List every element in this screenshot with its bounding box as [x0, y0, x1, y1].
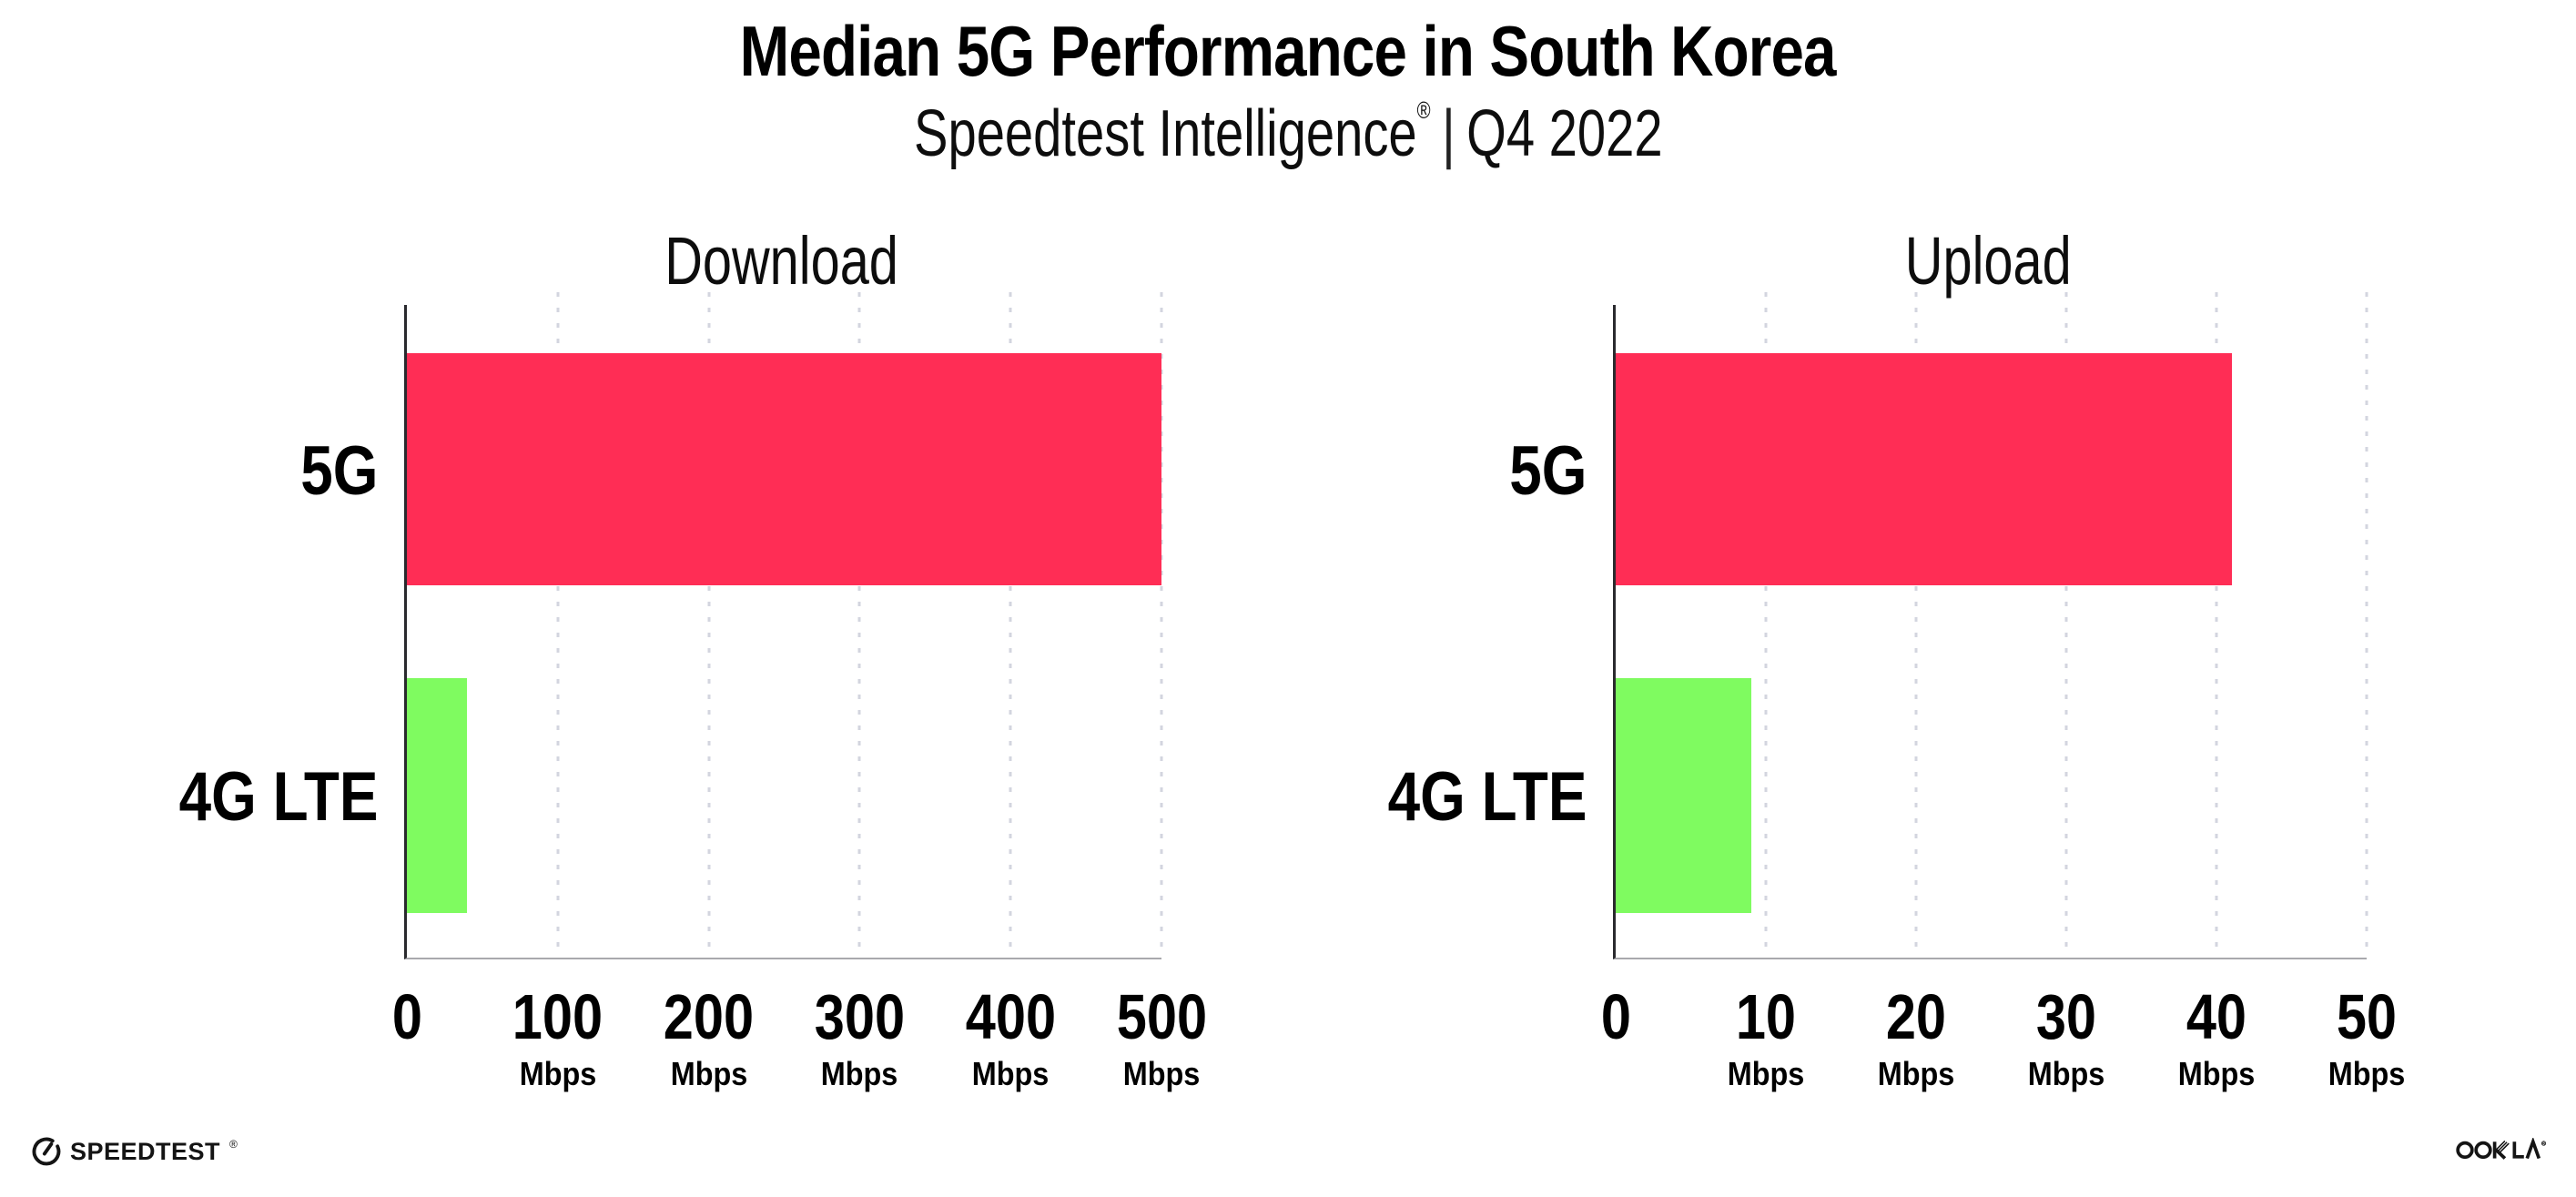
upload-category-label-4g-lte: 4G LTE: [1222, 763, 1587, 832]
x-tick-unit: Mbps: [1789, 1058, 2044, 1090]
x-tick-unit-text: Mbps: [2027, 1055, 2105, 1092]
x-tick-value-text: 0: [391, 981, 422, 1052]
subtitle-period: Q4 2022: [1465, 97, 1663, 170]
download-plot-area: 0 100 Mbps 200 Mbps 300 Mbps 400 Mbps 500 Mbps: [391, 292, 1207, 1090]
x-tick-unit-text: Mbps: [1122, 1055, 1201, 1092]
x-tick-500: 500 Mbps: [1034, 985, 1289, 1090]
x-tick-unit: Mbps: [1638, 1058, 1893, 1090]
x-tick-value: 300: [732, 985, 987, 1049]
x-tick-200: 200 Mbps: [582, 985, 837, 1090]
x-tick-unit: Mbps: [883, 1058, 1138, 1090]
download-bar-4g-lte: [407, 678, 468, 914]
x-tick-50: 50 Mbps: [2239, 985, 2494, 1090]
x-tick-unit-text: Mbps: [1877, 1055, 1955, 1092]
x-tick-value: 10: [1638, 985, 1893, 1049]
x-tick-value-text: 0: [1600, 981, 1631, 1052]
x-tick-value: 50: [2239, 985, 2494, 1049]
upload-category-label-5g-text: 5G: [1508, 432, 1587, 510]
x-tick-unit: Mbps: [431, 1058, 685, 1090]
x-tick-value: 200: [582, 985, 837, 1049]
gridline-50: [2365, 292, 2368, 958]
upload-chart-title-text: Upload: [1905, 223, 2072, 299]
gridline-300: [857, 292, 861, 958]
x-tick-unit: Mbps: [2089, 1058, 2344, 1090]
x-tick-value: 40: [2089, 985, 2344, 1049]
x-tick-value-text: 30: [2035, 981, 2097, 1052]
x-tick-value: 0: [1488, 985, 1743, 1049]
x-tick-value-text: 10: [1735, 981, 1797, 1052]
x-tick-value: 30: [1939, 985, 2194, 1049]
x-tick-value-text: 20: [1885, 981, 1947, 1052]
x-tick-value: 20: [1789, 985, 2044, 1049]
ookla-logo: [2456, 1138, 2547, 1161]
x-tick-value-text: 50: [2336, 981, 2398, 1052]
upload-bar-4g-lte: [1616, 678, 1751, 914]
x-tick-value-text: 300: [814, 981, 906, 1052]
gridline-40: [2215, 292, 2218, 958]
subtitle-separator: |: [1441, 97, 1455, 170]
download-chart-title-text: Download: [664, 223, 898, 299]
subtitle-brand: Speedtest Intelligence: [913, 97, 1417, 170]
x-tick-100: 100 Mbps: [431, 985, 685, 1090]
upload-category-label-4g-lte-text: 4G LTE: [1387, 758, 1587, 836]
x-tick-10: 10 Mbps: [1638, 985, 1893, 1090]
x-tick-0: 0: [279, 985, 534, 1049]
download-category-label-4g-lte: 4G LTE: [14, 763, 378, 832]
x-tick-value: 500: [1034, 985, 1289, 1049]
x-tick-value-text: 400: [965, 981, 1056, 1052]
x-tick-400: 400 Mbps: [883, 985, 1138, 1090]
download-category-label-5g: 5G: [14, 437, 378, 506]
x-tick-300: 300 Mbps: [732, 985, 987, 1090]
x-tick-value: 100: [431, 985, 685, 1049]
x-tick-unit: Mbps: [1939, 1058, 2194, 1090]
x-tick-0: 0: [1488, 985, 1743, 1049]
upload-bar-5g: [1616, 353, 2232, 586]
x-tick-value-text: 100: [512, 981, 603, 1052]
x-tick-value-text: 40: [2186, 981, 2247, 1052]
x-tick-40: 40 Mbps: [2089, 985, 2344, 1090]
speedtest-logo-text: SPEEDTEST: [70, 1137, 221, 1165]
gridline-30: [2064, 292, 2068, 958]
download-chart-title: Download: [404, 222, 1159, 299]
x-tick-unit-text: Mbps: [2328, 1055, 2406, 1092]
speedtest-trademark-icon: ®: [229, 1138, 238, 1151]
x-tick-value-text: 200: [663, 981, 755, 1052]
x-tick-30: 30 Mbps: [1939, 985, 2194, 1090]
x-tick-unit-text: Mbps: [2177, 1055, 2256, 1092]
speedtest-gauge-icon: [31, 1136, 62, 1167]
x-tick-value: 400: [883, 985, 1138, 1049]
page-subtitle: Speedtest Intelligence® | Q4 2022: [0, 97, 2576, 170]
ookla-wordmark-icon: [2456, 1138, 2547, 1161]
x-tick-unit: Mbps: [582, 1058, 837, 1090]
download-category-label-4g-lte-text: 4G LTE: [178, 758, 378, 836]
page-title: Median 5G Performance in South Korea: [0, 11, 2576, 91]
x-tick-unit-text: Mbps: [670, 1055, 747, 1092]
gridline-10: [1764, 292, 1768, 958]
upload-category-label-5g: 5G: [1222, 437, 1587, 506]
gridline-100: [556, 292, 560, 958]
x-tick-unit: Mbps: [732, 1058, 987, 1090]
x-tick-value-text: 500: [1116, 981, 1207, 1052]
x-tick-unit: Mbps: [1034, 1058, 1289, 1090]
x-tick-unit-text: Mbps: [519, 1055, 597, 1092]
x-tick-unit-text: Mbps: [1727, 1055, 1805, 1092]
upload-chart-title: Upload: [1613, 222, 2364, 299]
gridline-20: [1914, 292, 1918, 958]
x-tick-unit: Mbps: [2239, 1058, 2494, 1090]
upload-plot-area: 0 10 Mbps 20 Mbps 30 Mbps 40 Mbps 50 Mbps: [1600, 292, 2405, 1090]
speedtest-logo: SPEEDTEST ®: [31, 1136, 238, 1167]
x-tick-unit-text: Mbps: [971, 1055, 1050, 1092]
page-title-text: Median 5G Performance in South Korea: [739, 11, 1837, 91]
download-category-label-5g-text: 5G: [299, 432, 378, 510]
gridline-200: [707, 292, 711, 958]
gridline-500: [1160, 292, 1163, 958]
x-tick-20: 20 Mbps: [1789, 985, 2044, 1090]
download-bar-5g: [407, 353, 1161, 586]
gridline-400: [1009, 292, 1012, 958]
registered-mark: ®: [1416, 96, 1431, 124]
x-tick-unit-text: Mbps: [821, 1055, 898, 1092]
x-tick-value: 0: [279, 985, 534, 1049]
